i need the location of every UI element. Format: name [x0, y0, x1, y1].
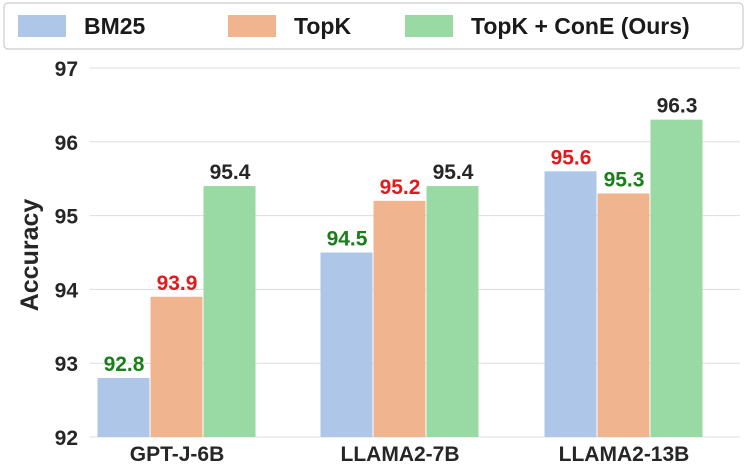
bar-bm25: [97, 377, 150, 437]
data-label: 95.4: [210, 161, 251, 184]
data-label: 92.8: [104, 353, 145, 376]
bar-topk-cone-ours: [426, 186, 479, 437]
bars: [97, 119, 703, 437]
bar-topk: [150, 296, 203, 437]
x-tick-label: LLAMA2-7B: [341, 443, 460, 466]
x-tick-label: LLAMA2-13B: [559, 443, 690, 466]
bar-bm25: [544, 171, 597, 437]
y-axis-title: Accuracy: [16, 199, 44, 312]
data-label: 96.3: [657, 95, 698, 118]
legend-swatch: [18, 15, 66, 37]
data-label: 95.2: [380, 176, 421, 199]
x-tick-labels: GPT-J-6B LLAMA2-7B LLAMA2-13B: [130, 443, 690, 466]
data-label: 95.6: [551, 146, 592, 169]
data-label: 94.5: [327, 228, 368, 251]
legend: BM25 TopK TopK + ConE (Ours): [3, 2, 744, 50]
data-label: 95.3: [604, 168, 645, 191]
bar-topk: [373, 200, 426, 437]
y-tick-label: 97: [55, 58, 78, 81]
legend-box: [3, 2, 744, 50]
legend-label: BM25: [84, 13, 146, 39]
data-label: 95.4: [433, 161, 474, 184]
legend-swatch: [228, 15, 276, 37]
y-tick-label: 94: [55, 279, 79, 302]
y-tick-label: 93: [55, 353, 78, 376]
x-tick-label: GPT-J-6B: [130, 443, 225, 466]
legend-label: TopK: [294, 13, 351, 39]
y-tick-label: 95: [55, 206, 79, 229]
data-labels: 92.8 93.9 95.4 94.5 95.2 95.4 95.6 95.3 96.3: [104, 95, 698, 376]
legend-label: TopK + ConE (Ours): [471, 13, 690, 39]
bar-topk-cone-ours: [203, 186, 256, 437]
data-label: 93.9: [157, 272, 198, 295]
bar-topk-cone-ours: [650, 119, 703, 437]
legend-swatch: [405, 15, 453, 37]
y-tick-label: 96: [55, 132, 78, 155]
y-tick-label: 92: [55, 427, 78, 450]
bar-topk: [597, 193, 650, 437]
bar-bm25: [320, 252, 373, 437]
y-axis: Accuracy 92 93 94 95 96 97: [16, 58, 78, 450]
